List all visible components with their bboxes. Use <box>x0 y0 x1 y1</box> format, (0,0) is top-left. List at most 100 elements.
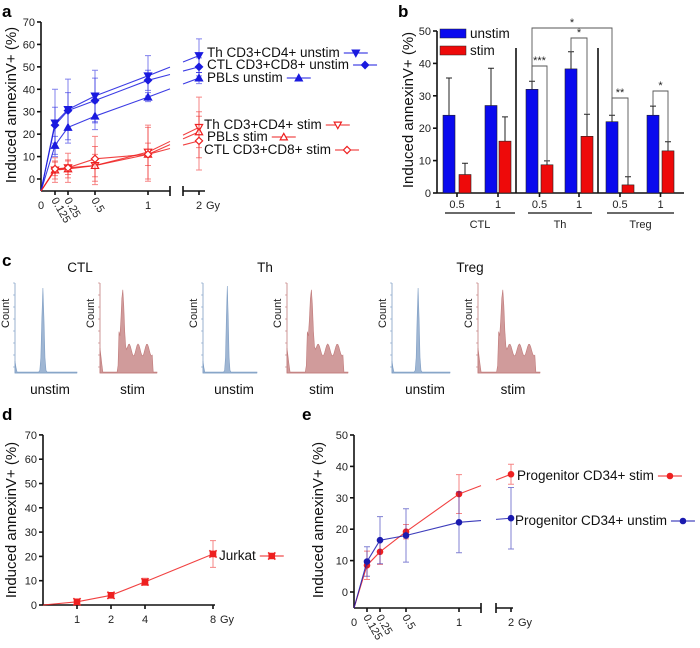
data-point <box>376 536 384 544</box>
chart-e <box>350 434 695 613</box>
legend-swatch <box>439 45 467 56</box>
x-tick-label: 0.5 <box>612 199 627 211</box>
y-tick-label: 0 <box>342 587 348 599</box>
bar-stim <box>540 164 554 194</box>
series-line <box>42 553 214 606</box>
group-label: CTL <box>470 219 491 231</box>
y-tick-label: 40 <box>25 503 37 515</box>
x-tick-label: 1 <box>657 199 663 211</box>
data-point <box>679 517 687 525</box>
legend-label: Th CD3+CD4+ stim <box>204 117 322 132</box>
data-point <box>50 140 60 149</box>
data-point <box>208 549 218 559</box>
data-point <box>90 154 100 164</box>
bar-unstim <box>564 68 578 194</box>
data-point <box>194 52 204 61</box>
series-progenitor-cd34-stim <box>353 463 515 609</box>
chart-c <box>13 282 541 374</box>
x-tick-label: 0.5 <box>532 199 547 211</box>
histogram-fill <box>14 287 78 374</box>
histogram-axis-label: Count <box>0 299 12 328</box>
series-progenitor-cd34-unstim <box>353 486 515 609</box>
bar-unstim <box>605 121 619 194</box>
data-point <box>666 472 674 480</box>
y-tick-label: 20 <box>25 551 37 563</box>
data-point <box>333 121 343 130</box>
x-tick-label: 1 <box>495 199 501 211</box>
y-tick-label: 50 <box>23 62 35 74</box>
error-bar <box>446 77 452 116</box>
legend-label: unstim <box>470 26 510 41</box>
x-tick-label: 0.5 <box>88 196 106 215</box>
significance-bracket <box>531 27 613 116</box>
bar-stim <box>458 174 472 194</box>
error-bar <box>584 113 590 137</box>
data-point <box>194 136 204 146</box>
bar-stim <box>498 140 512 194</box>
legend-label: Progenitor CD34+ stim <box>517 468 654 483</box>
x-tick-label: 0 <box>351 617 357 629</box>
histogram-axes <box>391 283 450 374</box>
significance-label: * <box>570 17 575 29</box>
y-tick-label: 40 <box>336 461 348 473</box>
histogram-axis-label: Count <box>463 299 475 328</box>
histogram-title: Treg <box>456 260 483 275</box>
histogram-fill <box>99 289 158 374</box>
data-point <box>143 92 153 101</box>
histogram-label: stim <box>501 382 526 397</box>
y-tick-label: 40 <box>419 58 431 70</box>
y-tick-label: 40 <box>23 84 35 96</box>
significance-label: ** <box>616 87 625 99</box>
y-axis-label: Induced annexinV+ (%) <box>3 442 20 598</box>
error-bar <box>462 162 468 175</box>
series-pbls-unstim <box>40 71 204 192</box>
bar-unstim <box>525 89 539 194</box>
x-tick-label: 1 <box>145 200 151 212</box>
data-point <box>194 73 204 82</box>
x-tick-label: 0.5 <box>449 199 464 211</box>
bar-unstim <box>442 114 456 194</box>
data-point <box>50 120 60 130</box>
group-label: Treg <box>629 219 651 231</box>
histogram-fill <box>391 287 451 374</box>
x-tick-label: 2 <box>108 614 114 626</box>
data-point <box>50 164 60 174</box>
legend-label: PBLs unstim <box>207 70 283 85</box>
error-bar <box>665 141 671 151</box>
bar-unstim <box>484 105 498 194</box>
legend-label: Progenitor CD34+ unstim <box>515 513 667 528</box>
x-tick-label: 1 <box>456 617 462 629</box>
error-bar <box>488 67 494 106</box>
data-point <box>507 470 515 478</box>
series-line <box>40 131 200 192</box>
legend-label: Th CD3+CD4+ unstim <box>207 45 340 60</box>
series-jurkat <box>42 540 218 607</box>
x-tick-label: 8 <box>210 614 216 626</box>
significance-bracket <box>611 97 629 177</box>
x-tick-label: 0.5 <box>399 613 417 632</box>
y-tick-label: 70 <box>23 17 35 29</box>
data-point <box>143 149 153 159</box>
data-point <box>140 577 150 587</box>
histogram-th-unstim <box>201 282 258 374</box>
y-tick-label: 30 <box>419 91 431 103</box>
histogram-axes <box>202 283 257 374</box>
data-point <box>267 551 276 561</box>
data-point <box>143 75 153 85</box>
x-unit-label: Gy <box>220 614 235 626</box>
histogram-label: stim <box>120 382 145 397</box>
data-point <box>63 163 73 173</box>
y-tick-label: 70 <box>25 430 37 442</box>
series-line <box>40 66 200 192</box>
y-tick-label: 30 <box>23 107 35 119</box>
y-tick-label: 60 <box>23 39 35 51</box>
histogram-ctl-stim <box>98 282 158 374</box>
panel-letter-e: e <box>302 405 311 424</box>
bar-unstim <box>646 114 660 194</box>
series-line <box>40 77 200 192</box>
legend-swatch <box>439 28 467 39</box>
data-point <box>342 145 352 155</box>
histogram-th-stim <box>285 282 349 374</box>
y-tick-label: 10 <box>23 152 35 164</box>
histogram-label: unstim <box>214 382 254 397</box>
